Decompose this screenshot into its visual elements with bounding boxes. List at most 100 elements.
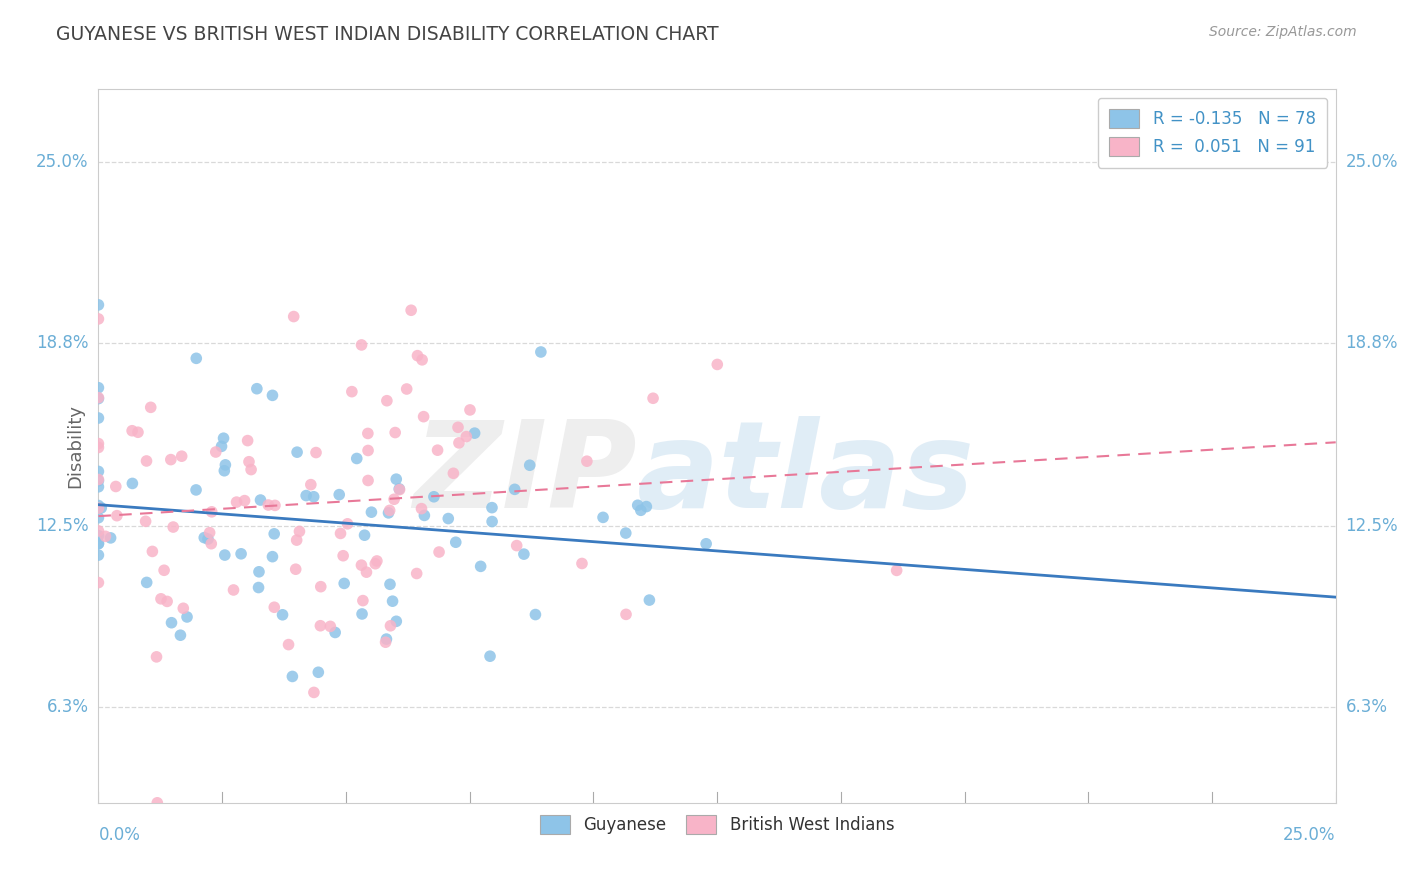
Text: 25.0%: 25.0% <box>1346 153 1398 171</box>
Point <box>87 464 110 478</box>
Point <box>236 434 259 448</box>
Point <box>641 391 664 405</box>
Point <box>153 563 176 577</box>
Point <box>146 796 169 810</box>
Point <box>87 474 110 488</box>
Text: 25.0%: 25.0% <box>1284 826 1336 844</box>
Point <box>481 500 503 515</box>
Point <box>340 384 363 399</box>
Point <box>257 498 280 512</box>
Point <box>100 531 122 545</box>
Point <box>193 531 215 545</box>
Point <box>329 526 352 541</box>
Text: 18.8%: 18.8% <box>1346 334 1398 351</box>
Point <box>470 559 492 574</box>
Point <box>247 581 270 595</box>
Point <box>87 391 110 405</box>
Point <box>481 515 503 529</box>
Point <box>427 545 450 559</box>
Point <box>378 503 401 517</box>
Text: ZIP: ZIP <box>413 416 637 533</box>
Y-axis label: Disability: Disability <box>66 404 84 488</box>
Point <box>197 532 219 546</box>
Point <box>356 565 378 579</box>
Point <box>121 424 143 438</box>
Point <box>87 436 110 450</box>
Point <box>214 458 236 472</box>
Point <box>464 426 486 441</box>
Text: 12.5%: 12.5% <box>1346 517 1398 535</box>
Point <box>395 382 418 396</box>
Point <box>87 312 110 326</box>
Point <box>305 445 328 459</box>
Point <box>447 436 470 450</box>
Point <box>127 425 149 440</box>
Point <box>423 490 446 504</box>
Point <box>437 511 460 525</box>
Point <box>172 601 194 615</box>
Point <box>332 549 354 563</box>
Text: 25.0%: 25.0% <box>37 153 89 171</box>
Point <box>364 557 387 571</box>
Point <box>204 445 226 459</box>
Point <box>374 635 396 649</box>
Text: Source: ZipAtlas.com: Source: ZipAtlas.com <box>1209 25 1357 39</box>
Point <box>886 563 908 577</box>
Text: 18.8%: 18.8% <box>37 334 89 351</box>
Point <box>94 529 117 543</box>
Point <box>87 548 110 562</box>
Point <box>503 483 526 497</box>
Point <box>87 411 110 425</box>
Point <box>388 483 411 497</box>
Point <box>406 349 429 363</box>
Point <box>87 536 110 550</box>
Point <box>380 619 402 633</box>
Point <box>328 488 350 502</box>
Point <box>214 548 236 562</box>
Point <box>211 439 233 453</box>
Point <box>212 431 235 445</box>
Point <box>170 449 193 463</box>
Point <box>530 345 553 359</box>
Point <box>405 566 427 581</box>
Point <box>505 539 527 553</box>
Point <box>302 685 325 699</box>
Point <box>162 520 184 534</box>
Point <box>350 558 373 573</box>
Point <box>198 525 221 540</box>
Point <box>90 500 112 515</box>
Point <box>357 426 380 441</box>
Point <box>87 510 110 524</box>
Point <box>135 454 157 468</box>
Point <box>513 547 536 561</box>
Point <box>105 508 128 523</box>
Point <box>447 420 470 434</box>
Point <box>411 352 433 367</box>
Point <box>262 549 284 564</box>
Point <box>307 665 329 680</box>
Point <box>233 493 256 508</box>
Point <box>246 382 269 396</box>
Point <box>378 577 401 591</box>
Point <box>346 451 368 466</box>
Text: 6.3%: 6.3% <box>46 698 89 715</box>
Point <box>458 403 481 417</box>
Point <box>412 409 434 424</box>
Point <box>87 441 110 455</box>
Point <box>384 425 406 440</box>
Point <box>87 480 110 494</box>
Point <box>135 514 157 528</box>
Point <box>176 610 198 624</box>
Point <box>225 495 247 509</box>
Point <box>336 516 359 531</box>
Point <box>87 392 110 406</box>
Point <box>141 544 163 558</box>
Point <box>360 505 382 519</box>
Point <box>375 393 398 408</box>
Point <box>240 462 263 476</box>
Point <box>135 575 157 590</box>
Point <box>200 537 222 551</box>
Point <box>87 575 110 590</box>
Legend: Guyanese, British West Indians: Guyanese, British West Indians <box>533 808 901 841</box>
Text: atlas: atlas <box>637 416 974 533</box>
